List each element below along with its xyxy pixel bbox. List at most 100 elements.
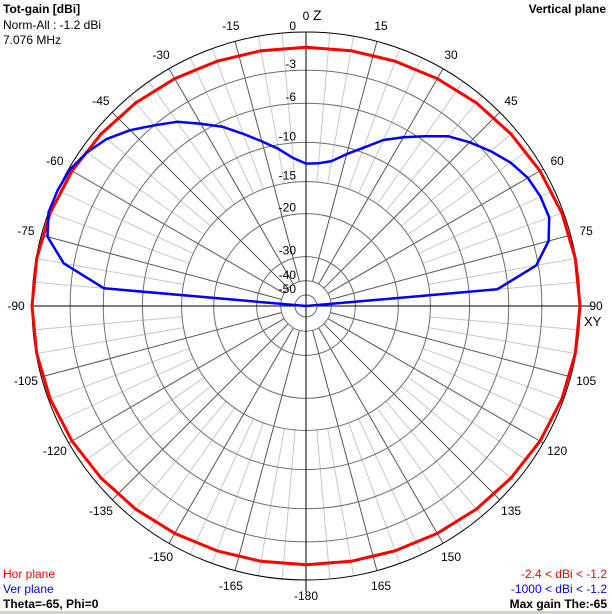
ring-tick-label: -30 — [279, 244, 297, 258]
minor-spoke — [327, 428, 355, 576]
major-spoke — [323, 323, 501, 501]
angle-tick-label: -165 — [219, 579, 243, 593]
angle-tick-label: -30 — [152, 48, 170, 62]
minor-spoke — [316, 429, 331, 580]
angle-tick-label: -150 — [149, 550, 173, 564]
minor-spoke — [358, 418, 423, 555]
status-bar-edge — [0, 611, 612, 614]
minor-spoke — [327, 36, 355, 184]
minor-spoke — [316, 32, 331, 183]
angle-tick-label: -45 — [92, 94, 110, 108]
minor-spoke — [422, 211, 564, 264]
max-gain-readout: Max gain The:-65 — [509, 597, 607, 611]
angle-tick-label: 15 — [374, 19, 388, 33]
minor-spoke — [376, 81, 464, 205]
major-spoke — [111, 323, 289, 501]
minor-spoke — [428, 327, 576, 355]
minor-spoke — [32, 316, 183, 331]
major-spoke — [234, 41, 300, 282]
ring-tick-label: -40 — [279, 268, 297, 282]
angle-tick-label: 105 — [576, 374, 596, 388]
major-spoke — [41, 234, 282, 300]
polar-labels: 0153045607590105120135150165-180-165-150… — [7, 9, 603, 603]
frequency-label: 7.076 MHz — [3, 33, 62, 47]
minor-spoke — [36, 327, 184, 355]
legend-hor-plane: Hor plane — [3, 567, 56, 581]
minor-spoke — [57, 358, 194, 423]
angle-tick-label: 30 — [444, 48, 458, 62]
minor-spoke — [418, 189, 555, 254]
minor-spoke — [189, 418, 254, 555]
minor-spoke — [211, 422, 264, 564]
major-spoke — [41, 312, 282, 378]
z-axis-label: Z — [313, 7, 322, 23]
hor-plane-trace — [30, 45, 582, 567]
minor-spoke — [57, 189, 194, 254]
major-spoke — [168, 68, 294, 285]
angle-tick-label: 90 — [589, 299, 603, 313]
angle-tick-label: 60 — [550, 154, 564, 168]
major-spoke — [111, 111, 289, 289]
major-spoke — [327, 318, 544, 444]
minor-spoke — [129, 95, 227, 212]
minor-spoke — [376, 407, 464, 531]
major-spoke — [312, 330, 378, 571]
chart-title: Tot-gain [dBi] — [3, 2, 81, 16]
angle-tick-label: -120 — [43, 444, 67, 458]
minor-spoke — [400, 129, 517, 227]
minor-spoke — [81, 148, 205, 236]
minor-spoke — [400, 385, 517, 483]
angle-tick-label: 0 — [303, 9, 310, 23]
angle-tick-label: -180 — [294, 589, 318, 603]
ring-tick-label: -6 — [285, 90, 296, 104]
minor-spoke — [48, 211, 190, 264]
legend-ver-plane: Ver plane — [3, 582, 54, 596]
minor-spoke — [348, 422, 401, 564]
angle-tick-label: 150 — [441, 550, 461, 564]
ring-tick-label: 0 — [289, 19, 296, 33]
minor-spoke — [281, 32, 296, 183]
angle-tick-label: 120 — [547, 444, 567, 458]
xy-axis-label: XY — [584, 314, 602, 329]
minor-spoke — [358, 57, 423, 194]
minor-spoke — [36, 257, 184, 285]
angle-tick-label: -75 — [17, 224, 35, 238]
ver-range: -1000 < dBi < -1.2 — [510, 582, 607, 596]
major-spoke — [330, 234, 571, 300]
minor-spoke — [95, 385, 212, 483]
angle-tick-label: -135 — [89, 504, 113, 518]
minor-spoke — [95, 129, 212, 227]
major-spoke — [323, 111, 501, 289]
major-spoke — [312, 41, 378, 282]
minor-spoke — [418, 358, 555, 423]
ring-tick-label: -15 — [279, 169, 297, 183]
minor-spoke — [81, 376, 205, 464]
minor-spoke — [148, 81, 236, 205]
major-spoke — [168, 327, 294, 544]
cursor-readout: Theta=-65, Phi=0 — [3, 597, 99, 611]
minor-spoke — [422, 348, 564, 401]
angle-tick-label: 165 — [371, 579, 391, 593]
plane-title: Vertical plane — [528, 2, 606, 16]
minor-spoke — [257, 428, 285, 576]
minor-spoke — [257, 36, 285, 184]
angle-tick-label: 45 — [504, 94, 518, 108]
minor-spoke — [281, 429, 296, 580]
ring-tick-label: -20 — [279, 201, 297, 215]
minor-spoke — [129, 400, 227, 517]
ring-tick-label: -3 — [285, 57, 296, 71]
minor-spoke — [348, 48, 401, 190]
minor-spoke — [428, 257, 576, 285]
angle-tick-label: 135 — [501, 504, 521, 518]
minor-spoke — [48, 348, 190, 401]
minor-spoke — [148, 407, 236, 531]
minor-spoke — [429, 316, 580, 331]
major-spoke — [318, 327, 444, 544]
ver-plane-trace — [46, 120, 551, 308]
major-spoke — [330, 312, 571, 378]
major-spoke — [327, 168, 544, 294]
ring-tick-label: -50 — [279, 282, 297, 296]
polar-grid — [31, 31, 592, 592]
angle-tick-label: -60 — [46, 154, 64, 168]
